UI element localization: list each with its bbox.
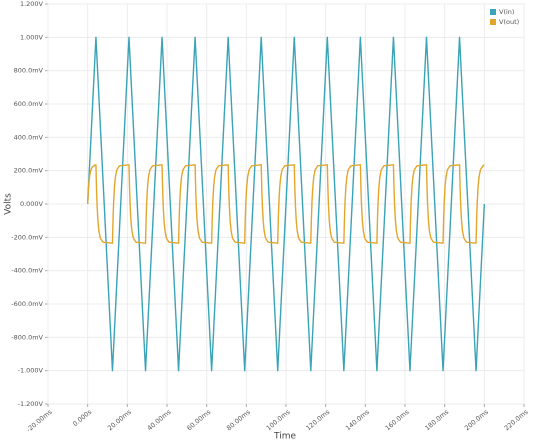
x-tick-label: 100.0ms <box>265 408 292 433</box>
y-tick-label: 1.000V <box>20 33 44 41</box>
y-tick-label: 800.0mV <box>14 67 44 75</box>
legend-label: V(in) <box>499 8 514 16</box>
y-tick-label: -1.000V <box>18 367 44 375</box>
y-tick-label: -600.0mV <box>11 300 43 308</box>
y-tick-label: 0.000V <box>20 200 44 208</box>
y-tick-label: 600.0mV <box>14 100 44 108</box>
y-tick-label: -200.0mV <box>11 233 43 241</box>
x-tick-label: 0.000s <box>71 408 93 429</box>
legend-label: V(out) <box>499 18 519 26</box>
x-tick-label: 180.0ms <box>423 408 450 433</box>
x-tick-label: -20.00ms <box>25 408 54 434</box>
x-tick-label: 60.00ms <box>185 408 212 433</box>
x-tick-label: 200.0ms <box>463 408 490 433</box>
legend-swatch <box>490 19 496 25</box>
y-tick-label: -1.200V <box>18 400 44 408</box>
y-axis-title: Volts <box>4 193 14 215</box>
x-axis-title: Time <box>273 432 296 442</box>
x-tick-label: 160.0ms <box>384 408 411 433</box>
y-tick-label: 400.0mV <box>14 133 44 141</box>
series-line <box>86 36 486 372</box>
x-tick-label: 220.0ms <box>503 408 530 433</box>
x-tick-label: 40.00ms <box>146 408 173 433</box>
legend: V(in) V(out) <box>490 8 519 26</box>
y-tick-label: -400.0mV <box>11 267 43 275</box>
legend-swatch <box>490 9 496 15</box>
x-tick-label: 20.00ms <box>106 408 133 433</box>
x-tick-label: 120.0ms <box>304 408 331 433</box>
y-tick-label: 200.0mV <box>14 167 44 175</box>
y-tick-label: -800.0mV <box>11 333 43 341</box>
series-line <box>86 164 485 244</box>
x-tick-label: 80.00ms <box>225 408 252 433</box>
y-tick-label: 1.200V <box>20 0 44 8</box>
x-tick-label: 140.0ms <box>344 408 371 433</box>
